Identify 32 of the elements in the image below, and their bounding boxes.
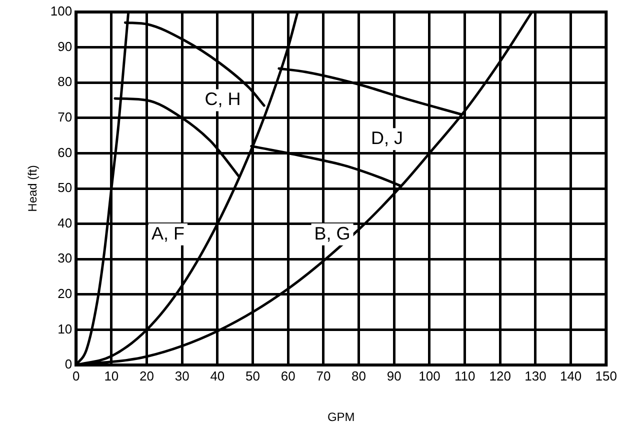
y-tick-label: 90	[58, 38, 72, 54]
annotation: D, J	[371, 128, 404, 148]
x-tick-label: 110	[454, 368, 476, 384]
y-tick-label: 50	[58, 180, 72, 196]
x-tick-label: 10	[104, 368, 119, 384]
y-tick-label: 30	[58, 250, 72, 266]
y-tick-label: 80	[58, 74, 72, 90]
x-tick-label: 20	[140, 368, 154, 384]
x-axis-title: GPM	[327, 410, 355, 424]
x-tick-label: 90	[386, 368, 402, 384]
x-tick-label: 40	[210, 368, 225, 384]
y-tick-label: 40	[58, 215, 72, 230]
x-tick-label: 130	[524, 368, 546, 384]
x-tick-label: 80	[352, 368, 366, 384]
x-tick-label: 140	[560, 368, 582, 384]
y-tick-label: 70	[58, 109, 72, 124]
y-tick-label: 100	[50, 4, 72, 19]
y-axis-title: Head (ft)	[26, 165, 40, 212]
x-tick-label: 100	[418, 368, 440, 384]
x-tick-label: 70	[316, 368, 331, 384]
x-tick-label: 60	[280, 368, 296, 384]
x-tick-label: 120	[489, 368, 511, 384]
annotation: C, H	[204, 89, 241, 110]
y-tick-label: 10	[58, 321, 72, 336]
x-tick-label: 150	[595, 368, 618, 384]
annotation: A, F	[151, 223, 184, 244]
annotation: B, G	[314, 223, 350, 244]
y-tick-label: 60	[58, 144, 72, 160]
y-tick-label: 0	[64, 356, 72, 372]
x-tick-label: 30	[174, 368, 190, 384]
x-tick-label: 50	[246, 368, 260, 384]
y-tick-label: 20	[58, 286, 72, 301]
